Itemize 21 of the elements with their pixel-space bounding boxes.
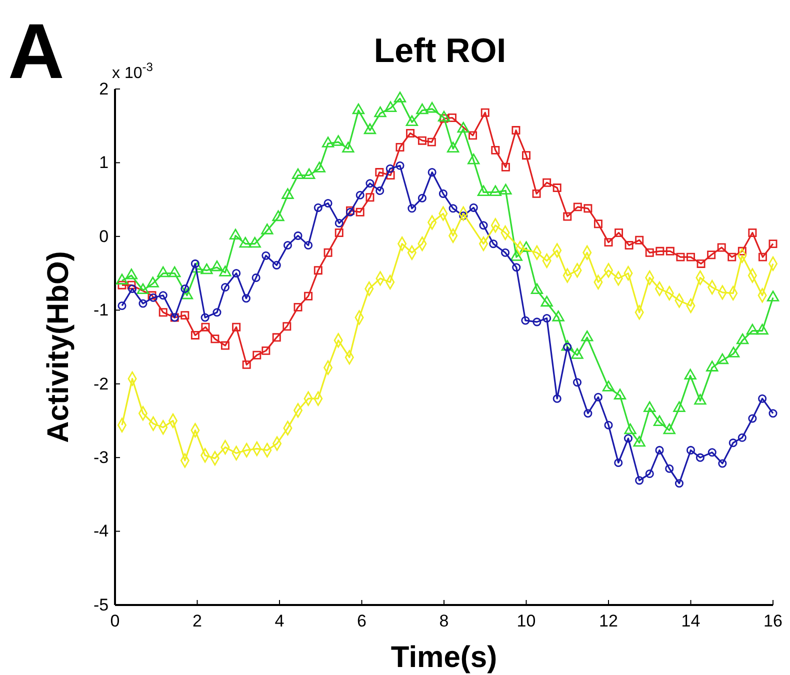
x-tick-label: 12 xyxy=(599,612,618,631)
text: x 10$^{-3}$ xyxy=(112,60,154,82)
x-tick-label: 16 xyxy=(764,612,782,631)
y-tick-label: 2 xyxy=(99,79,109,98)
y-tick-label: 0 xyxy=(99,226,109,246)
chart-title: Left ROI xyxy=(374,32,506,70)
y-tick-label: -3 xyxy=(93,448,109,468)
x-tick-label: 14 xyxy=(681,612,700,631)
x-tick-label: 4 xyxy=(274,612,284,631)
y-tick-label: -1 xyxy=(93,300,109,320)
x-tick-label: 6 xyxy=(357,612,366,631)
y-axis-title: Activity(HbO) xyxy=(42,251,75,443)
x-tick-label: 8 xyxy=(439,612,449,631)
x-axis-title: Time(s) xyxy=(390,641,498,674)
y-tick-label: -4 xyxy=(93,522,109,541)
y-tick-label: -2 xyxy=(93,374,109,394)
text: A xyxy=(8,7,64,95)
y-tick-label: -5 xyxy=(93,595,109,614)
x-tick-label: 2 xyxy=(192,612,202,631)
y-tick-label: 1 xyxy=(99,153,109,172)
x-tick-label: 10 xyxy=(516,612,536,631)
